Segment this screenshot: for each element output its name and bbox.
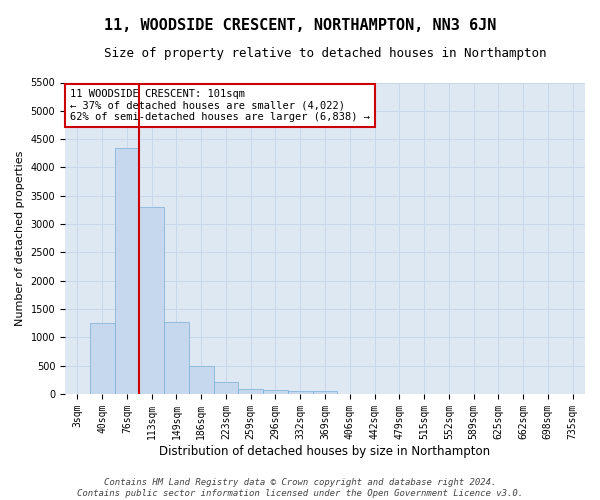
Text: 11 WOODSIDE CRESCENT: 101sqm
← 37% of detached houses are smaller (4,022)
62% of: 11 WOODSIDE CRESCENT: 101sqm ← 37% of de… [70,88,370,122]
Bar [288,391,313,394]
Bar [115,148,139,394]
Title: Size of property relative to detached houses in Northampton: Size of property relative to detached ho… [104,48,546,60]
Text: 11, WOODSIDE CRESCENT, NORTHAMPTON, NN3 6JN: 11, WOODSIDE CRESCENT, NORTHAMPTON, NN3 … [104,18,496,32]
Bar [189,366,214,394]
Y-axis label: Number of detached properties: Number of detached properties [15,150,25,326]
Bar [263,390,288,394]
X-axis label: Distribution of detached houses by size in Northampton: Distribution of detached houses by size … [160,444,491,458]
Bar [238,389,263,394]
Bar [90,323,115,394]
Text: Contains HM Land Registry data © Crown copyright and database right 2024.
Contai: Contains HM Land Registry data © Crown c… [77,478,523,498]
Bar [313,391,337,394]
Bar [139,207,164,394]
Bar [214,382,238,394]
Bar [164,322,189,394]
